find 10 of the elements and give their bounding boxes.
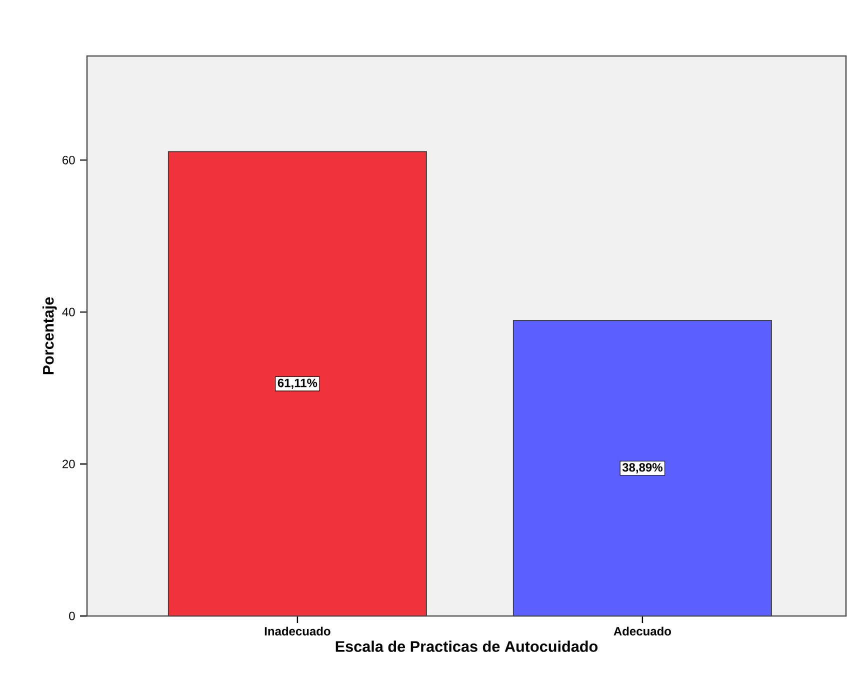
data-label: 61,11%: [278, 378, 318, 389]
x-axis-title: Escala de Practicas de Autocuidado: [336, 640, 598, 652]
y-axis-title: Porcentaje: [42, 297, 57, 374]
x-tick-label: Inadecuado: [264, 626, 330, 636]
y-tick-label: 40: [62, 308, 75, 316]
x-tick-label: Adecuado: [614, 626, 671, 636]
data-label: 38,89%: [622, 463, 662, 474]
y-tick-label: 0: [69, 612, 75, 620]
y-tick-label: 20: [62, 460, 75, 468]
y-tick-label: 60: [62, 156, 75, 164]
